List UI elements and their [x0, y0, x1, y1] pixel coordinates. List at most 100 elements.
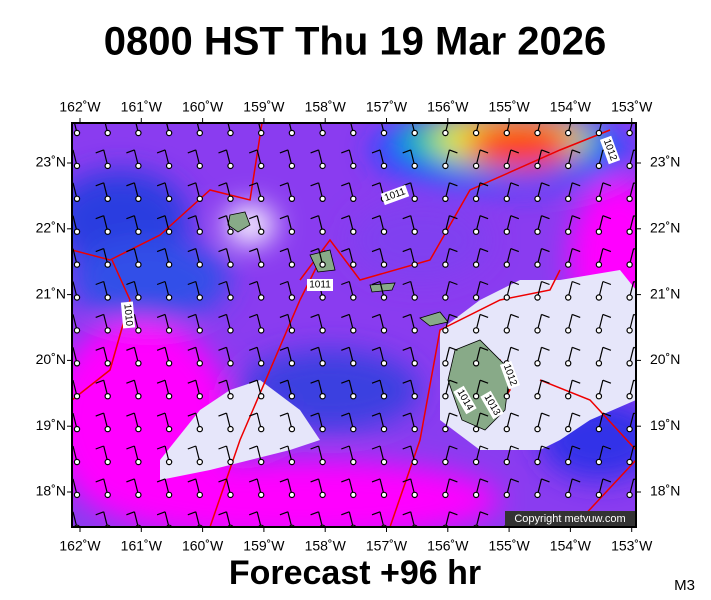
copyright: Copyright metvuw.com — [514, 513, 625, 525]
barb-station — [626, 261, 633, 268]
barb-flag — [310, 346, 319, 351]
barb-station — [503, 129, 510, 137]
barb-flag — [571, 412, 581, 417]
barb-station — [411, 327, 418, 334]
lon-label: 154˚W — [550, 538, 592, 554]
barb-station — [73, 327, 81, 334]
barb-station — [411, 393, 418, 400]
barb-flag — [634, 117, 642, 120]
barb-flag — [96, 117, 104, 120]
barb-station — [73, 228, 81, 235]
barb-flag — [602, 445, 612, 450]
barb-station — [104, 294, 111, 301]
barb-flag — [126, 248, 135, 253]
barb-station — [626, 491, 633, 499]
barb-station — [503, 261, 510, 268]
barb-station — [442, 162, 449, 170]
barb-station — [165, 327, 173, 334]
barb-station — [442, 228, 449, 235]
barb-station — [227, 491, 234, 499]
lon-label: 160˚W — [182, 99, 224, 115]
barb-flag — [279, 445, 289, 450]
barb-flag — [156, 215, 166, 220]
barb-station — [534, 425, 541, 433]
barb-flag — [248, 313, 258, 318]
barb-station — [442, 425, 449, 433]
barb-station — [165, 195, 173, 202]
barb-flag — [310, 511, 319, 516]
barb-station — [411, 360, 418, 367]
barb-station — [595, 458, 603, 466]
barb-flag — [187, 412, 197, 417]
barb-station — [135, 393, 142, 400]
barb-station — [472, 360, 480, 367]
barb-flag — [633, 215, 636, 218]
barb-station — [380, 393, 388, 400]
barb-station — [595, 195, 603, 202]
barb-flag — [602, 379, 612, 384]
barb-station — [104, 261, 111, 268]
barb-station — [196, 491, 203, 499]
barb-flag — [602, 248, 612, 253]
barb-station — [350, 327, 357, 334]
barb-station — [227, 360, 234, 367]
lat-label: 22˚N — [650, 220, 680, 236]
barb-flag — [541, 215, 550, 220]
barb-flag — [479, 248, 489, 253]
barb-flag — [479, 280, 489, 286]
lat-label: 23˚N — [650, 154, 680, 170]
barb-station — [135, 129, 142, 137]
barb-flag — [310, 445, 319, 450]
barb-station — [595, 261, 603, 268]
barb-station — [165, 261, 173, 268]
barb-station — [411, 261, 418, 268]
barb-station — [227, 425, 234, 433]
barb-station — [626, 425, 633, 433]
barb-station — [288, 360, 296, 367]
lat-label: 18˚N — [650, 483, 680, 499]
barb-flag — [248, 149, 258, 154]
barb-station — [534, 228, 541, 235]
barb-station — [534, 491, 541, 499]
barb-flag — [541, 280, 550, 286]
isobar-label-bg — [120, 301, 136, 329]
isobar-label-bg — [380, 184, 410, 206]
barb-flag — [449, 412, 458, 417]
barb-station — [104, 491, 111, 499]
barb-flag — [310, 313, 319, 318]
barb-flag — [341, 445, 350, 450]
barb-station — [227, 228, 234, 235]
barb-flag — [571, 215, 581, 220]
barb-flag — [402, 445, 411, 450]
barb-station — [73, 129, 81, 137]
barb-flag — [541, 248, 550, 253]
barb-station — [565, 162, 572, 170]
barb-flag — [479, 346, 489, 351]
barb-station — [565, 458, 572, 466]
barb-station — [442, 195, 449, 202]
barb-station — [73, 425, 81, 433]
barb-flag — [341, 511, 350, 516]
barb-station — [380, 294, 388, 301]
barb-flag — [449, 445, 458, 450]
barb-flag — [310, 149, 319, 154]
barb-station — [595, 129, 603, 137]
barb-flag — [572, 117, 580, 120]
barb-flag — [310, 412, 319, 417]
barb-station — [380, 162, 388, 170]
barb-flag — [187, 379, 197, 384]
barb-station — [626, 162, 633, 170]
barb-flag — [371, 412, 381, 417]
barb-station — [196, 425, 203, 433]
barb-station — [472, 294, 480, 301]
barb-station — [595, 360, 603, 367]
barb-station — [411, 162, 418, 170]
barb-station — [472, 491, 480, 499]
barb-flag — [248, 511, 258, 516]
barb-flag — [187, 182, 197, 187]
barb-flag — [449, 379, 458, 384]
barb-flag — [341, 248, 350, 253]
barb-flag — [571, 149, 581, 154]
model-label: M3 — [674, 577, 695, 594]
barb-station — [595, 327, 603, 334]
